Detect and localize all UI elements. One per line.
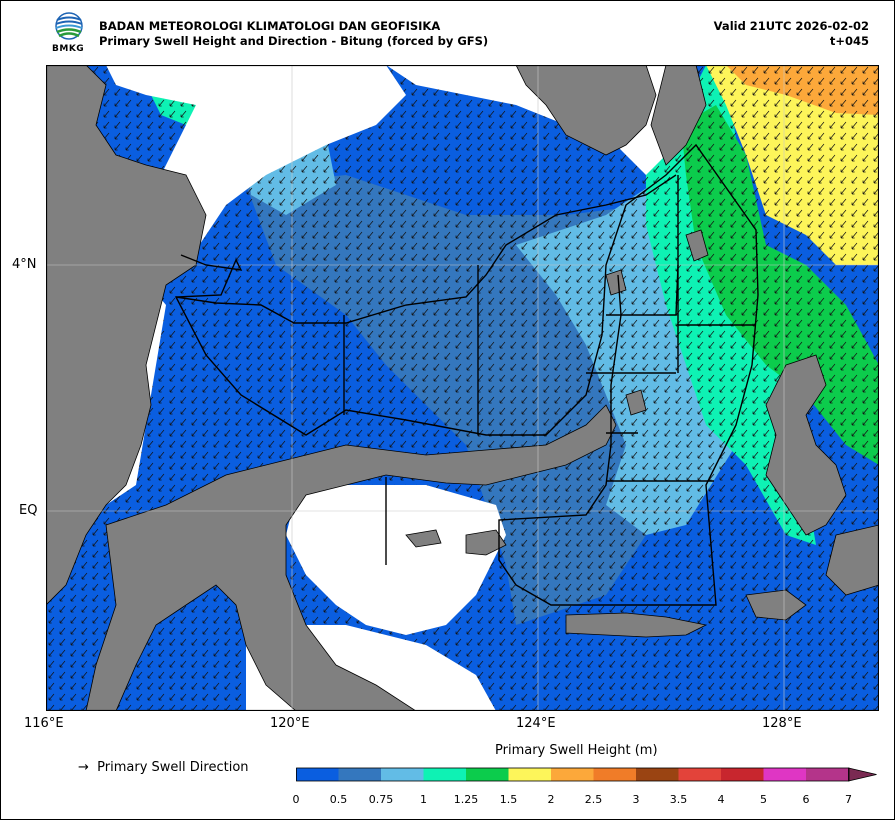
colorbar-label: 1.25: [453, 793, 479, 806]
colorbar-label: 0.75: [368, 793, 394, 806]
colorbar-label: 4: [717, 793, 725, 806]
land-halmahera: [765, 354, 847, 536]
colorbar-label: 3.5: [669, 793, 688, 806]
land-sulawesi: [85, 404, 617, 711]
bmkg-logo-icon: [55, 12, 83, 40]
colorbar-segment: [296, 768, 339, 781]
colorbar-segment: [721, 768, 764, 781]
x-tick-120: 120°E: [270, 716, 310, 731]
colorbar: [296, 767, 877, 782]
x-tick-128: 128°E: [762, 716, 802, 731]
swell-direction-legend: → Primary Swell Direction: [78, 760, 249, 775]
x-tick-124: 124°E: [516, 716, 556, 731]
colorbar-segment: [381, 768, 424, 781]
y-tick-eq: EQ: [19, 503, 38, 518]
colorbar-segment: [806, 768, 849, 781]
land-mindanao-east: [650, 65, 707, 166]
land-islets-n: [605, 229, 709, 416]
swell-map: [46, 65, 879, 711]
header-left: BADAN METEOROLOGI KLIMATOLOGI DAN GEOFIS…: [99, 19, 488, 49]
colorbar-label: 3: [632, 793, 640, 806]
colorbar-label: 2: [547, 793, 555, 806]
colorbar-outline: [296, 767, 850, 782]
colorbar-segment: [551, 768, 594, 781]
land-halmahera-east: [825, 524, 879, 596]
colorbar-segment: [763, 768, 807, 781]
colorbar-segment: [423, 768, 467, 781]
org-title: BADAN METEOROLOGI KLIMATOLOGI DAN GEOFIS…: [99, 19, 441, 33]
colorbar-label: 2.5: [584, 793, 603, 806]
no-data-gulf-tomini: [286, 485, 506, 635]
y-tick-4n: 4°N: [12, 257, 37, 272]
colorbar-segment: [508, 768, 552, 781]
land-seram: [745, 589, 807, 621]
colorbar-label: 0.5: [329, 793, 348, 806]
colorbar-label: 6: [802, 793, 810, 806]
land-borneo: [46, 65, 207, 606]
land-sula-islands: [565, 612, 708, 638]
lead-time: t+045: [829, 34, 869, 48]
arrow-legend-icon: →: [78, 760, 89, 775]
map-subtitle: Primary Swell Height and Direction - Bit…: [99, 34, 489, 48]
colorbar-segment: [338, 768, 382, 781]
land-mindanao: [515, 65, 657, 156]
colorbar-segment: [593, 768, 637, 781]
valid-time: Valid 21UTC 2026-02-02: [713, 19, 869, 33]
header-right: Valid 21UTC 2026-02-02 t+045: [714, 19, 869, 49]
colorbar-label: 1: [420, 793, 427, 806]
colorbar-segment: [466, 768, 509, 781]
graticule: [46, 65, 879, 711]
colorbar-label: 7: [845, 793, 852, 806]
logo-text: BMKG: [52, 44, 85, 54]
colorbar-label: 5: [760, 793, 767, 806]
colorbar-label: 0: [292, 793, 300, 806]
map-panel: [46, 65, 879, 711]
land-banggai: [405, 529, 507, 556]
colorbar-segment: [636, 768, 679, 781]
arrow-legend-label: Primary Swell Direction: [97, 760, 249, 775]
colorbar-title: Primary Swell Height (m): [495, 743, 658, 758]
colorbar-label: 1.5: [499, 793, 518, 806]
map-border: [46, 65, 879, 711]
colorbar-extend-arrow: [848, 767, 877, 782]
colorbar-segment: [678, 768, 722, 781]
x-tick-116: 116°E: [24, 716, 64, 731]
forecast-zone-boundaries: [174, 143, 759, 606]
